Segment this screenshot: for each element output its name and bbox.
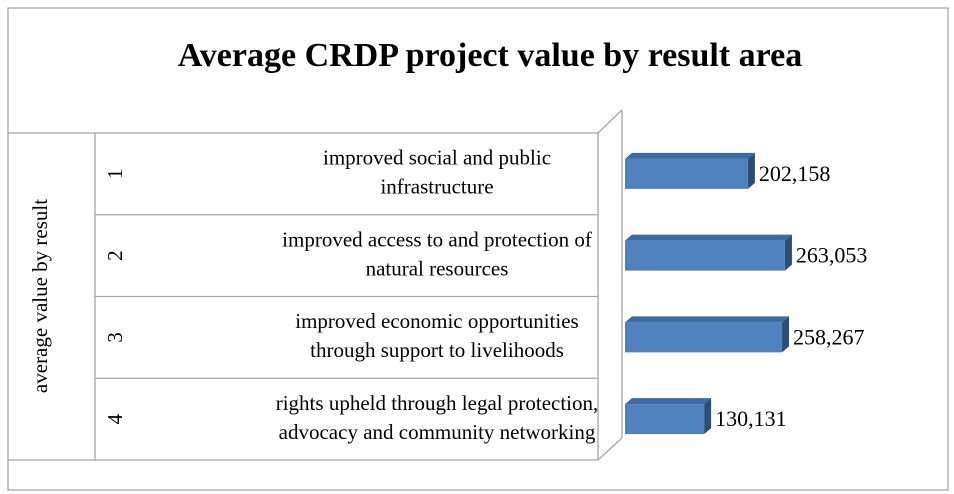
bar (625, 398, 712, 435)
bar (625, 316, 790, 353)
bar-face (625, 404, 705, 435)
value-label: 202,158 (759, 161, 831, 186)
bar (625, 152, 755, 189)
bar-face (625, 322, 783, 353)
bar-face (704, 398, 712, 435)
chart-title: Average CRDP project value by result are… (178, 37, 802, 74)
value-label: 258,267 (793, 324, 865, 349)
category-number: 1 (103, 169, 127, 180)
group-label: average value by result (28, 199, 52, 393)
chart-border (7, 7, 949, 491)
category-label: improved social and public (323, 146, 551, 170)
bar (625, 234, 792, 271)
category-number: 4 (103, 413, 127, 424)
bar-face (784, 234, 792, 271)
category-label: rights upheld through legal protection, (276, 391, 599, 415)
bar-face (625, 158, 748, 189)
value-label: 130,131 (715, 406, 787, 431)
bar-face (625, 398, 712, 405)
bar-face (625, 234, 792, 241)
bar-face (747, 152, 755, 189)
bar-face (625, 316, 790, 323)
category-number: 2 (103, 250, 127, 261)
bar-face (625, 240, 785, 271)
bar-face (782, 316, 790, 353)
value-label: 263,053 (796, 243, 868, 268)
bar-face (625, 152, 755, 159)
category-label: through support to livelihoods (310, 338, 564, 362)
category-label: improved access to and protection of (282, 227, 592, 251)
axis-frame (8, 109, 623, 461)
category-label: improved economic opportunities (295, 309, 578, 333)
category-label: advocacy and community networking (279, 420, 596, 444)
category-label: natural resources (366, 256, 509, 280)
category-number: 3 (103, 332, 127, 343)
category-label: infrastructure (380, 175, 493, 199)
